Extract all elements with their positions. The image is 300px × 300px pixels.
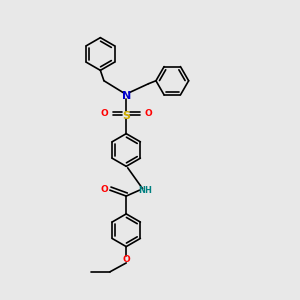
Text: S: S bbox=[122, 111, 130, 121]
Text: O: O bbox=[122, 256, 130, 265]
Text: NH: NH bbox=[139, 186, 152, 195]
Text: O: O bbox=[100, 109, 108, 118]
Text: N: N bbox=[122, 91, 131, 100]
Text: O: O bbox=[144, 109, 152, 118]
Text: O: O bbox=[100, 185, 108, 194]
